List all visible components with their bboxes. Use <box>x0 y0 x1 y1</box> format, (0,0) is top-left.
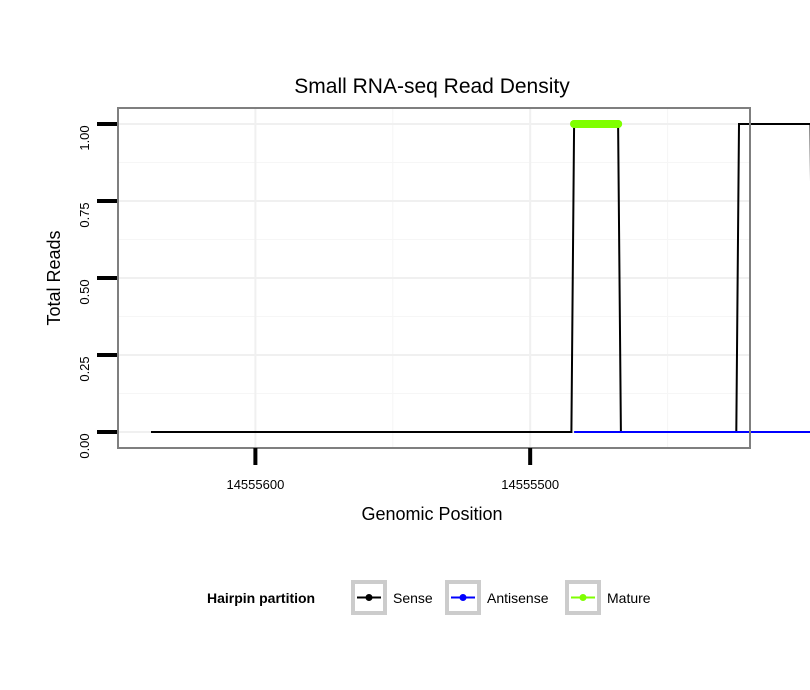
x-tick-label: 14555500 <box>501 477 559 492</box>
plot-area: 0.00 0.25 0.50 0.75 1.00 14555600 14555500 <box>77 107 810 492</box>
legend-key-dot <box>459 594 467 601</box>
y-tick-label: 0.00 <box>77 433 92 458</box>
y-tick-label: 0.75 <box>77 202 92 227</box>
legend-title: Hairpin partition <box>207 590 315 606</box>
y-axis-label: Total Reads <box>44 230 64 325</box>
legend-key-dot <box>365 594 373 601</box>
y-tick-label: 1.00 <box>77 125 92 150</box>
mature-point <box>570 120 579 128</box>
legend-label-antisense: Antisense <box>487 590 549 606</box>
legend-label-mature: Mature <box>607 590 651 606</box>
x-tick-label: 14555600 <box>226 477 284 492</box>
chart-title: Small RNA-seq Read Density <box>294 75 570 98</box>
mature-point <box>614 120 623 128</box>
y-tick-label: 0.50 <box>77 279 92 304</box>
legend-label-sense: Sense <box>393 590 433 606</box>
y-tick-label: 0.25 <box>77 356 92 381</box>
legend-key-dot <box>579 594 587 601</box>
plot-border <box>117 107 751 449</box>
x-axis-label: Genomic Position <box>361 504 502 524</box>
legend: Hairpin partition Sense Antisense Mature <box>207 580 651 615</box>
